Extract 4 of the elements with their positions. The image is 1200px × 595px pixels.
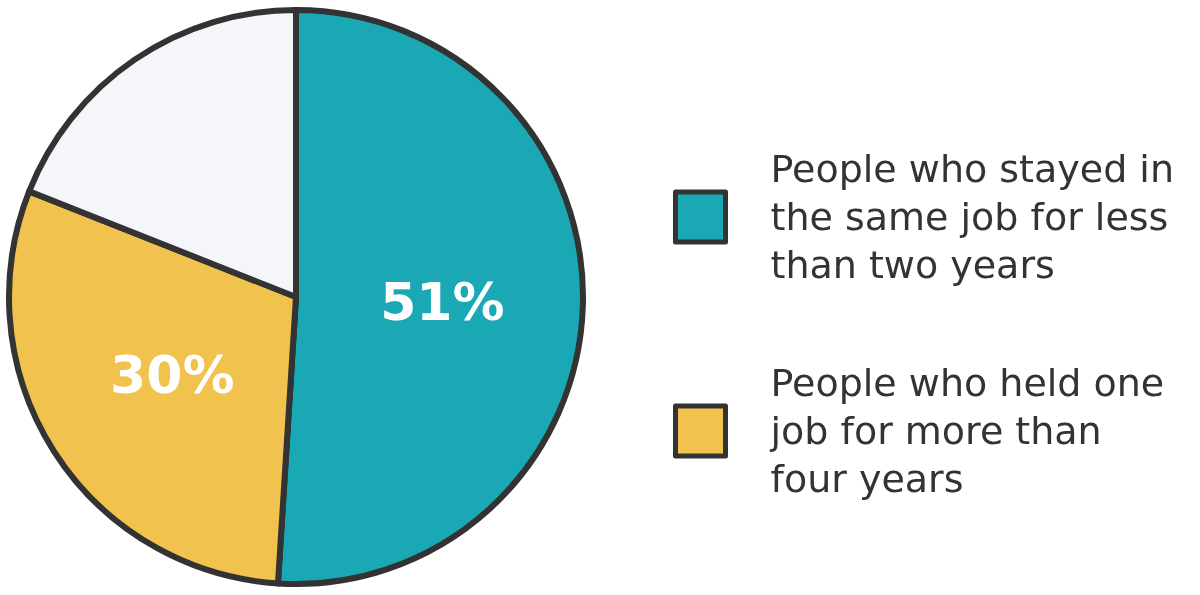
legend-label: People who stayed in the same job for less than two years <box>770 147 1187 287</box>
data-label: 51% <box>380 271 505 332</box>
data-label: 30% <box>110 345 235 406</box>
legend-label: People who held one job for more than four years <box>769 361 1177 501</box>
